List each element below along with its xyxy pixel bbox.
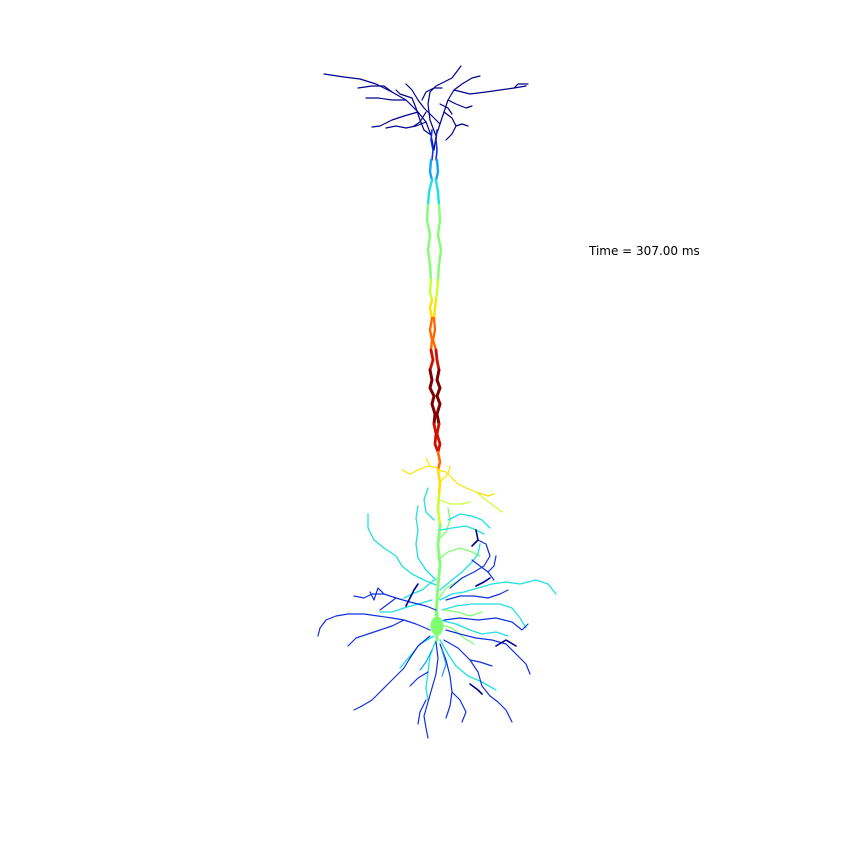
apical-tuft-trunk (430, 129, 438, 161)
time-annotation: Time = 307.00 ms (589, 244, 700, 258)
basal-dendrites-dark (405, 529, 517, 695)
oblique-branches (401, 457, 503, 513)
apical-trunk (425, 158, 443, 617)
basal-dendrites-mid (367, 487, 557, 701)
soma (430, 610, 444, 642)
basal-dendrites-distal (317, 539, 531, 739)
apical-tuft (323, 65, 529, 151)
